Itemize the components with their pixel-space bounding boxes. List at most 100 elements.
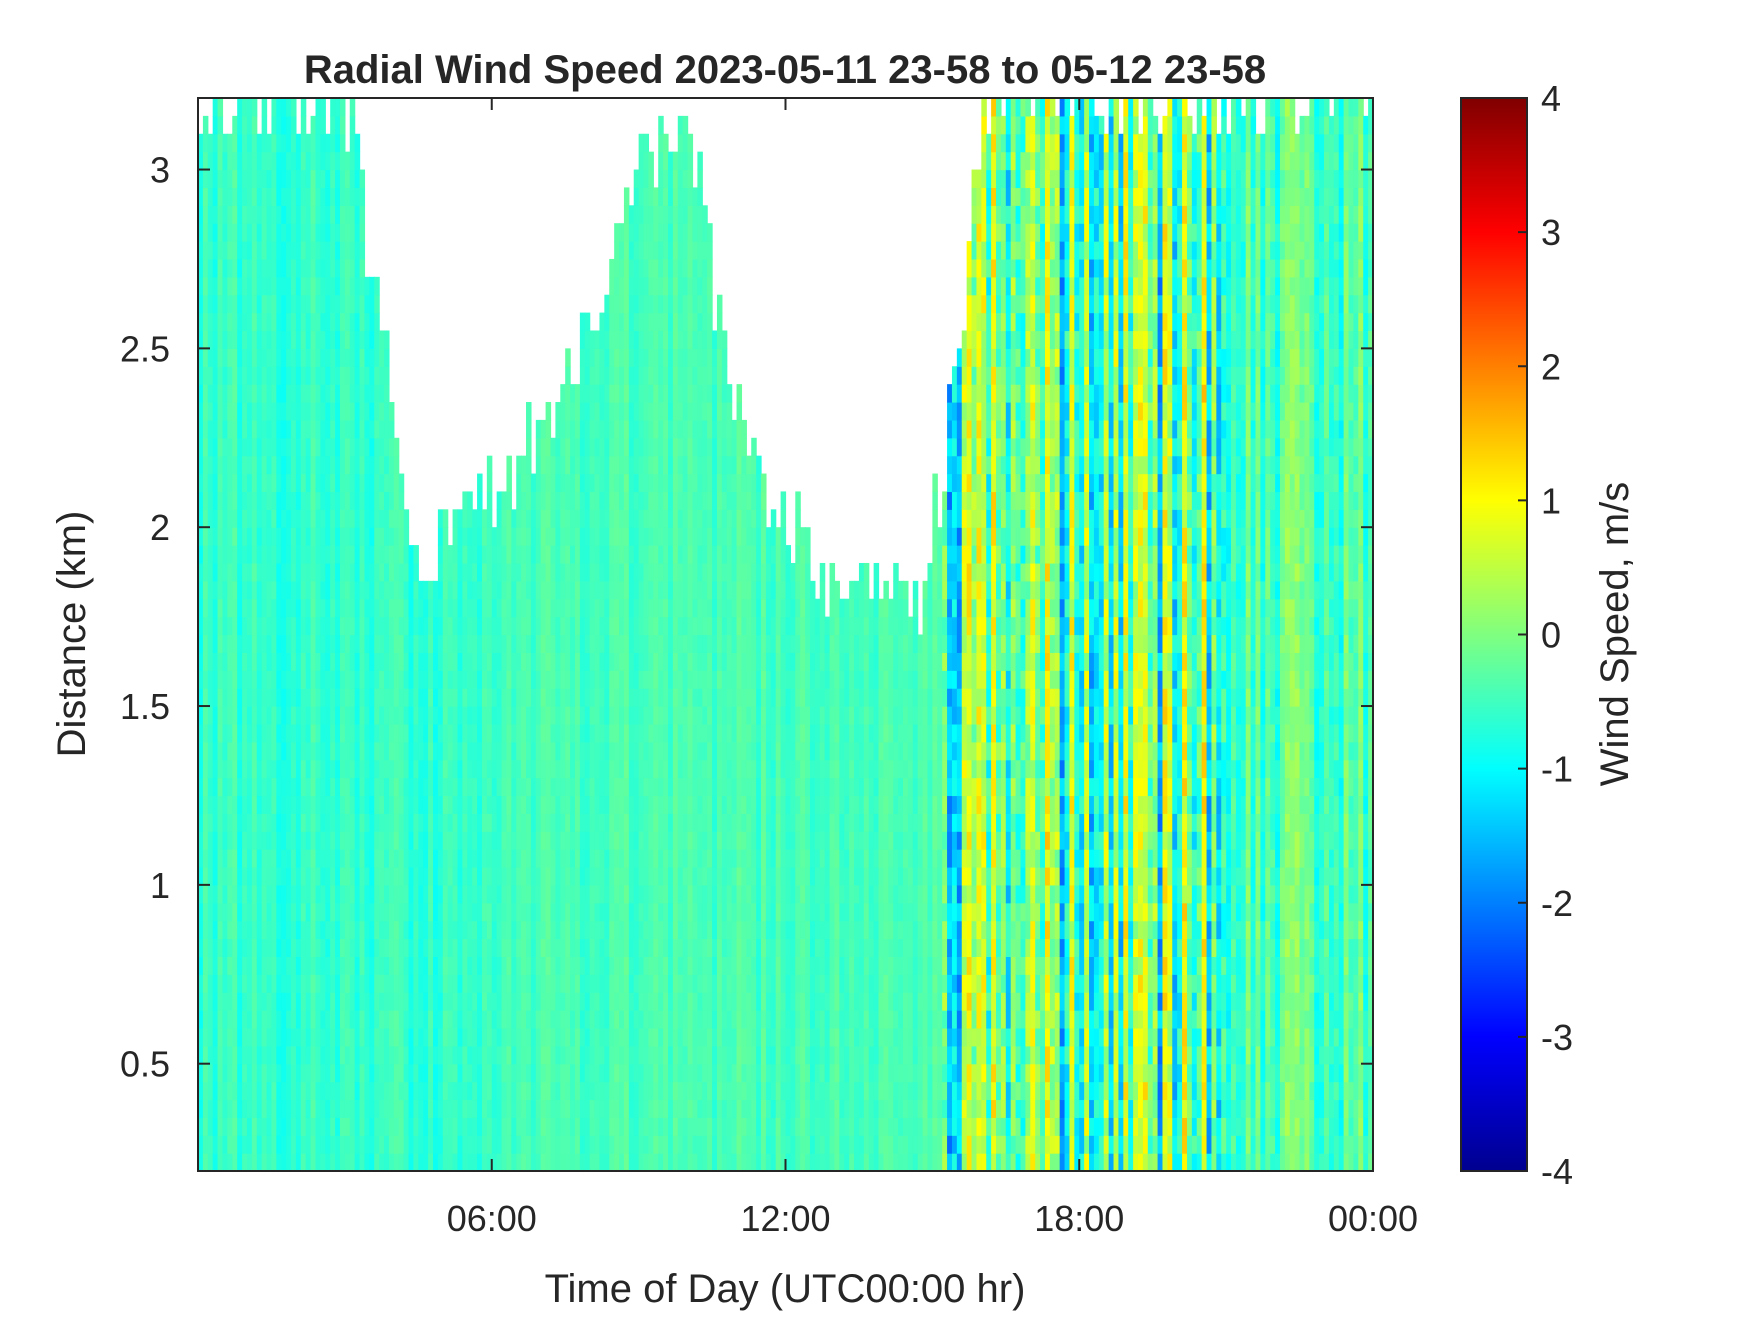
heatmap-cell (423, 1027, 429, 1047)
heatmap-cell (682, 920, 689, 940)
heatmap-cell (413, 777, 419, 797)
heatmap-cell (623, 849, 630, 868)
heatmap-cell (457, 741, 463, 761)
heatmap-cell (540, 974, 547, 993)
heatmap-cell (266, 384, 273, 403)
heatmap-cell (462, 1010, 468, 1029)
heatmap-cell (335, 455, 341, 475)
heatmap-cell (418, 741, 424, 761)
heatmap-cell (677, 938, 684, 957)
heatmap-cell (609, 938, 615, 957)
heatmap-cell (217, 491, 224, 510)
heatmap-cell (633, 670, 640, 689)
heatmap-cell (354, 509, 361, 528)
heatmap-cell (320, 884, 326, 904)
heatmap-cell (540, 956, 547, 975)
heatmap-cell (486, 562, 493, 582)
heatmap-cell (501, 688, 508, 707)
heatmap-cell (481, 1027, 488, 1047)
heatmap-cell (428, 1027, 434, 1047)
heatmap-cell (242, 509, 248, 528)
heatmap-cell (330, 902, 336, 922)
heatmap-cell (300, 98, 307, 117)
heatmap-cell (677, 920, 684, 940)
heatmap-cell (242, 187, 248, 206)
heatmap-cell (379, 562, 385, 582)
heatmap-cell (486, 1153, 493, 1172)
heatmap-cell (623, 366, 630, 385)
heatmap-cell (335, 169, 341, 189)
heatmap-cell (232, 133, 238, 153)
heatmap-cell (628, 759, 635, 779)
heatmap-cell (672, 169, 679, 189)
heatmap-cell (481, 1135, 488, 1154)
heatmap-cell (545, 938, 552, 957)
heatmap-cell (237, 223, 243, 242)
heatmap-cell (540, 598, 547, 618)
heatmap-cell (295, 419, 302, 439)
heatmap-cell (295, 688, 302, 707)
heatmap-cell (457, 562, 463, 582)
heatmap-cell (359, 241, 366, 260)
heatmap-cell (555, 1135, 561, 1154)
heatmap-cell (379, 813, 385, 832)
heatmap-cell (384, 938, 390, 957)
heatmap-cell (339, 777, 346, 797)
heatmap-cell (648, 151, 654, 171)
heatmap-cell (550, 902, 556, 922)
heatmap-cell (619, 902, 625, 922)
heatmap-cell (261, 187, 268, 206)
heatmap-cell (628, 723, 635, 743)
heatmap-cell (574, 402, 581, 421)
heatmap-cell (212, 151, 219, 171)
heatmap-cell (281, 455, 287, 475)
heatmap-cell (486, 473, 493, 493)
heatmap-cell (570, 580, 576, 600)
heatmap-cell (521, 759, 527, 779)
heatmap-cell (668, 938, 674, 957)
heatmap-cell (251, 169, 258, 189)
heatmap-cell (295, 938, 302, 957)
heatmap-cell (589, 634, 596, 653)
heatmap-cell (428, 777, 434, 797)
heatmap-cell (384, 384, 390, 403)
heatmap-cell (335, 115, 341, 135)
heatmap-cell (330, 956, 336, 975)
heatmap-cell (672, 276, 679, 296)
heatmap-cell (256, 580, 263, 600)
heatmap-cell (477, 902, 483, 922)
heatmap-cell (339, 1063, 346, 1083)
heatmap-cell (202, 384, 209, 403)
heatmap-cell (369, 670, 375, 689)
heatmap-cell (335, 813, 341, 832)
heatmap-cell (393, 1027, 400, 1047)
heatmap-cell (232, 437, 238, 457)
heatmap-cell (349, 294, 356, 314)
heatmap-cell (310, 312, 317, 332)
heatmap-cell (472, 527, 478, 546)
heatmap-cell (447, 974, 454, 993)
heatmap-cell (349, 670, 356, 689)
heatmap-cell (628, 437, 635, 457)
heatmap-cell (384, 348, 390, 367)
heatmap-cell (496, 813, 503, 832)
heatmap-cell (408, 920, 415, 940)
heatmap-cell (604, 1153, 610, 1172)
heatmap-cell (315, 956, 321, 975)
heatmap-cell (516, 509, 522, 528)
heatmap-cell (413, 974, 419, 993)
heatmap-cell (452, 706, 459, 725)
heatmap-cell (359, 992, 366, 1011)
heatmap-cell (433, 813, 439, 832)
heatmap-cell (232, 258, 238, 278)
heatmap-cell (379, 384, 385, 403)
heatmap-cell (335, 884, 341, 904)
heatmap-cell (663, 133, 669, 153)
heatmap-cell (633, 258, 640, 278)
heatmap-cell (442, 1135, 449, 1154)
heatmap-cell (506, 1153, 512, 1172)
heatmap-cell (217, 258, 224, 278)
heatmap-cell (638, 1010, 645, 1029)
heatmap-cell (242, 1010, 248, 1029)
heatmap-cell (687, 1027, 694, 1047)
